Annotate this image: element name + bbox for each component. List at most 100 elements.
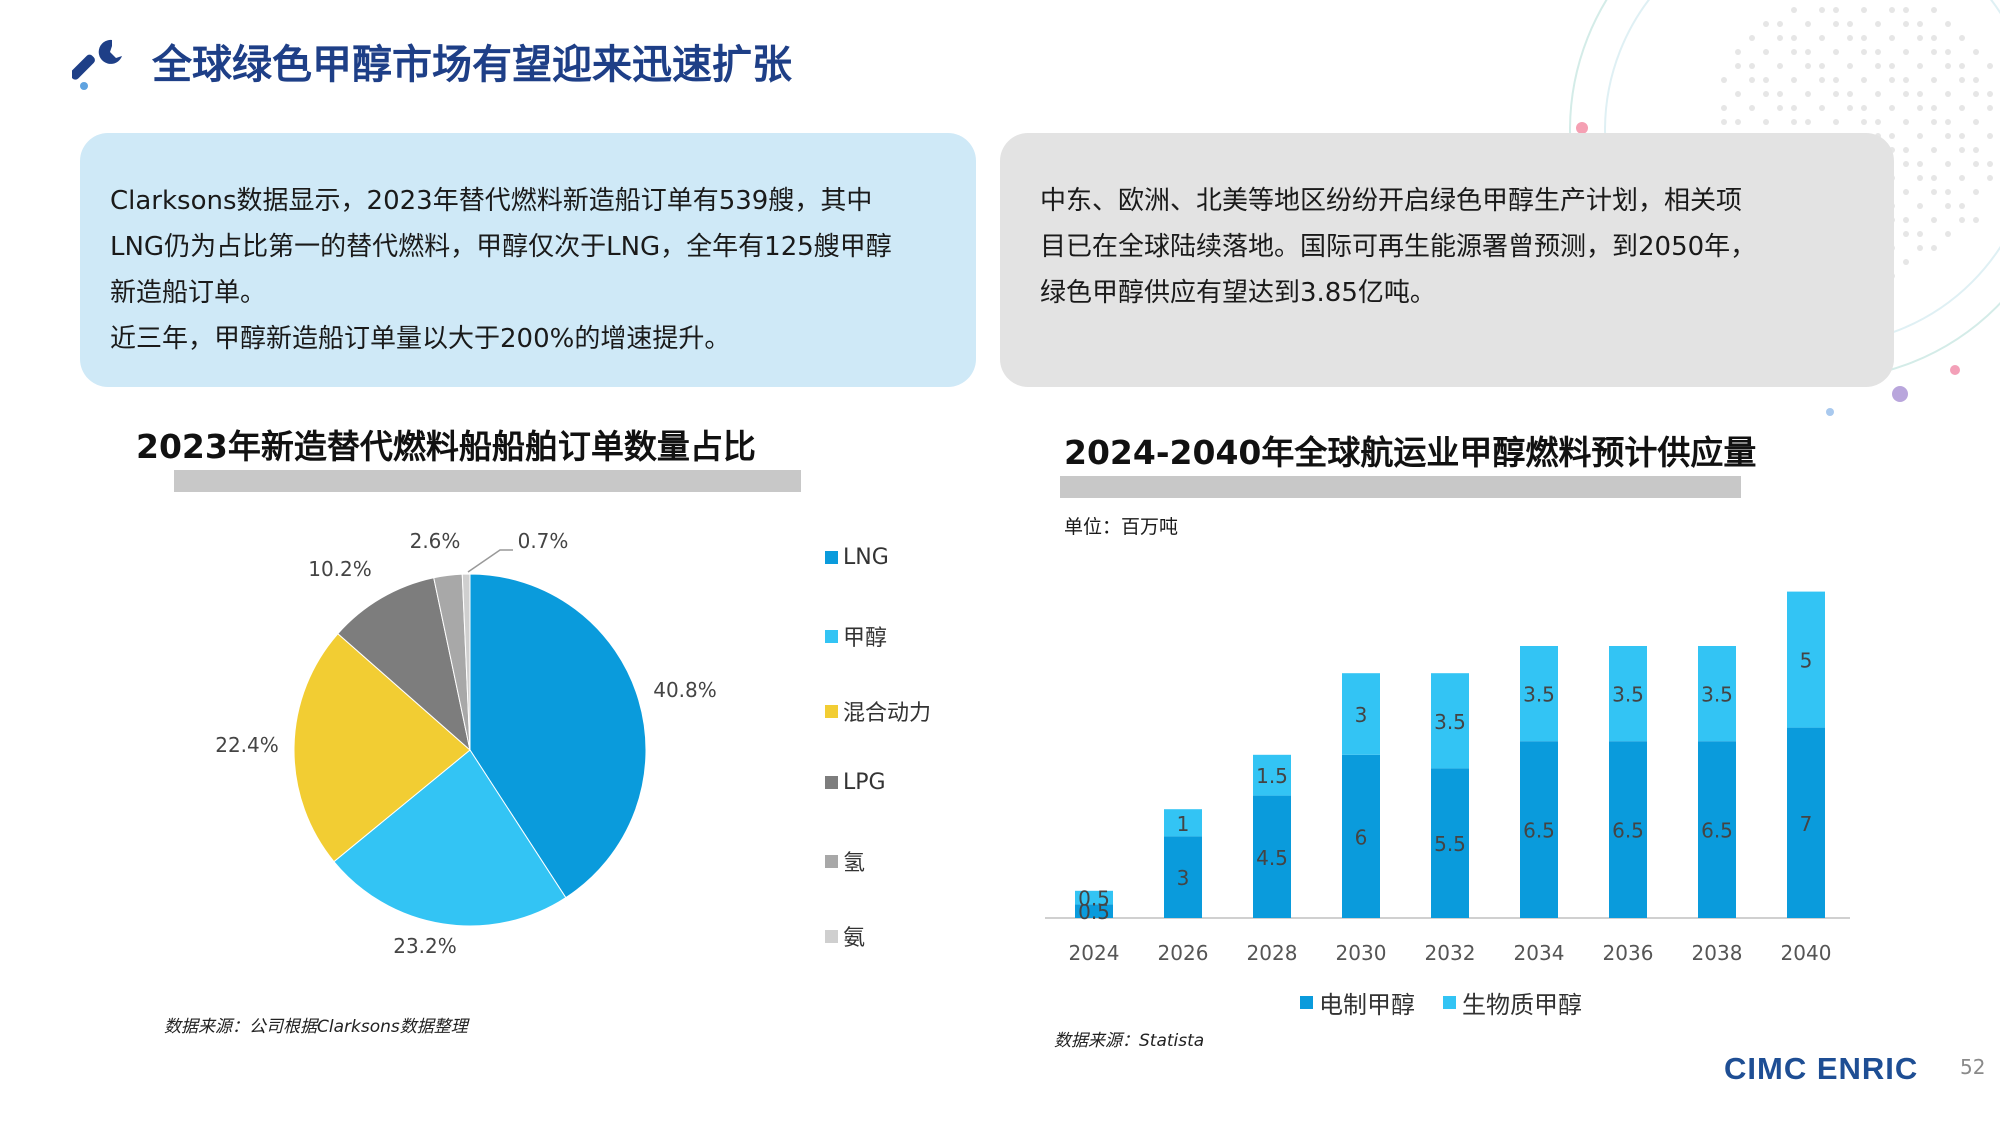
bar-chart: 0.50.520243120264.51.520286320305.53.520… <box>1045 591 1850 965</box>
bar-data-label: 3 <box>1177 866 1190 890</box>
legend-swatch <box>825 776 838 789</box>
bar-data-label: 4.5 <box>1256 846 1288 870</box>
company-logo: CIMC ENRIC <box>1724 1051 1919 1086</box>
pie-slice <box>461 573 471 751</box>
legend-swatch <box>1443 996 1456 1009</box>
bar-segment <box>1431 768 1469 918</box>
legend-item: 混合动力 <box>825 695 931 727</box>
legend-item: 氨 <box>825 920 865 952</box>
pie-slice <box>293 633 471 863</box>
bar-segment <box>1342 673 1380 755</box>
legend-label: 电制甲醇 <box>1319 991 1415 1019</box>
bar-data-label: 6 <box>1355 825 1368 849</box>
bar-segment <box>1520 741 1558 918</box>
page-title: 全球绿色甲醇市场有望迎来迅速扩张 <box>152 42 792 88</box>
bar-segment <box>1431 673 1469 769</box>
pie-leader-line <box>467 549 513 573</box>
legend-label: LNG <box>843 545 889 570</box>
bar-segment <box>1164 809 1202 837</box>
x-tick-label: 2024 <box>1069 941 1120 965</box>
pie-data-label: 40.8% <box>653 678 717 702</box>
unit-label: 单位：百万吨 <box>1064 516 1179 538</box>
x-tick-label: 2032 <box>1425 941 1476 965</box>
legend-label: 氢 <box>843 851 866 876</box>
bar-data-label: 7 <box>1800 812 1813 836</box>
legend-item: LNG <box>825 545 889 570</box>
pie-title-underline <box>174 470 801 492</box>
bar-data-label: 5.5 <box>1434 832 1466 856</box>
legend-swatch <box>825 929 838 943</box>
bar-data-label: 5 <box>1800 649 1813 673</box>
legend-item: 氢 <box>825 845 865 877</box>
bar-segment <box>1787 727 1825 918</box>
bar-segment <box>1520 646 1558 742</box>
legend-item: 甲醇 <box>825 620 887 652</box>
bar-data-label: 6.5 <box>1612 819 1644 843</box>
pie-slice <box>469 573 647 899</box>
bar-data-label: 6.5 <box>1701 819 1733 843</box>
bar-data-label: 3.5 <box>1434 710 1466 734</box>
summary-line: 近三年，甲醇新造船订单量以大于200%的增速提升。 <box>110 324 731 354</box>
legend-swatch <box>825 551 838 564</box>
bar-data-label: 3.5 <box>1523 683 1555 707</box>
bar-segment <box>1609 741 1647 918</box>
bar-segment <box>1253 795 1291 918</box>
bar-segment <box>1787 591 1825 728</box>
bar-data-label: 3.5 <box>1612 683 1644 707</box>
legend-item: LPG <box>825 770 886 795</box>
pie-data-label: 23.2% <box>393 934 457 958</box>
bar-data-label: 3 <box>1355 703 1368 727</box>
legend-swatch <box>825 854 838 868</box>
pie-data-label: 0.7% <box>518 529 569 553</box>
summary-box-left: Clarksons数据显示，2023年替代燃料新造船订单有539艘，其中 LNG… <box>80 133 976 387</box>
legend-swatch <box>825 704 838 718</box>
bar-legend: 电制甲醇 生物质甲醇 <box>1300 985 1582 1020</box>
bar-data-label: 1.5 <box>1256 764 1288 788</box>
legend-item: 生物质甲醇 <box>1443 985 1582 1020</box>
pie-slice <box>337 577 471 752</box>
summary-line: 绿色甲醇供应有望达到3.85亿吨。 <box>1040 278 1436 308</box>
pie-source-note: 数据来源：公司根据Clarksons数据整理 <box>164 1017 468 1037</box>
pie-data-label: 2.6% <box>410 529 461 553</box>
bar-segment <box>1609 646 1647 742</box>
summary-box-right: 中东、欧洲、北美等地区纷纷开启绿色甲醇生产计划，相关项 目已在全球陆续落地。国际… <box>1000 133 1894 387</box>
x-tick-label: 2040 <box>1781 941 1832 965</box>
bar-segment <box>1253 754 1291 796</box>
bar-data-label: 0.5 <box>1078 887 1110 911</box>
x-tick-label: 2028 <box>1247 941 1298 965</box>
summary-line: 目已在全球陆续落地。国际可再生能源署曾预测，到2050年， <box>1040 232 1757 262</box>
x-tick-label: 2030 <box>1336 941 1387 965</box>
pie-chart: 40.8% 23.2% 22.4% 10.2% 2.6% 0.7% <box>215 529 717 958</box>
pie-slice <box>333 749 567 927</box>
bar-data-label: 3.5 <box>1701 683 1733 707</box>
summary-line: LNG仍为占比第一的替代燃料，甲醇仅次于LNG，全年有125艘甲醇 <box>110 232 892 262</box>
pie-data-label: 10.2% <box>308 557 372 581</box>
legend-swatch <box>1300 996 1313 1009</box>
legend-label: 混合动力 <box>843 701 932 726</box>
legend-label: 生物质甲醇 <box>1462 991 1582 1019</box>
summary-line: Clarksons数据显示，2023年替代燃料新造船订单有539艘，其中 <box>110 186 873 216</box>
bar-title-underline <box>1060 476 1741 498</box>
pie-chart-title: 2023年新造替代燃料船船舶订单数量占比 <box>136 427 756 466</box>
bar-segment <box>1342 754 1380 918</box>
legend-label: 甲醇 <box>843 626 888 651</box>
bar-source-note: 数据来源：Statista <box>1054 1031 1205 1051</box>
summary-line: 新造船订单。 <box>110 278 267 308</box>
x-tick-label: 2036 <box>1603 941 1654 965</box>
bar-segment <box>1698 741 1736 918</box>
wrench-icon <box>72 39 122 90</box>
bar-chart-title: 2024-2040年全球航运业甲醇燃料预计供应量 <box>1064 433 1757 472</box>
pie-data-label: 22.4% <box>215 733 279 757</box>
legend-item: 电制甲醇 <box>1300 985 1415 1020</box>
bar-segment <box>1164 836 1202 918</box>
bar-segment <box>1698 646 1736 742</box>
legend-swatch <box>825 629 838 643</box>
x-tick-label: 2026 <box>1158 941 1209 965</box>
bar-segment <box>1075 904 1113 918</box>
bar-data-label: 1 <box>1177 812 1190 836</box>
legend-label: 氨 <box>843 926 866 951</box>
legend-label: LPG <box>843 770 886 795</box>
bar-segment <box>1075 890 1113 905</box>
x-tick-label: 2038 <box>1692 941 1743 965</box>
summary-line: 中东、欧洲、北美等地区纷纷开启绿色甲醇生产计划，相关项 <box>1040 186 1743 216</box>
